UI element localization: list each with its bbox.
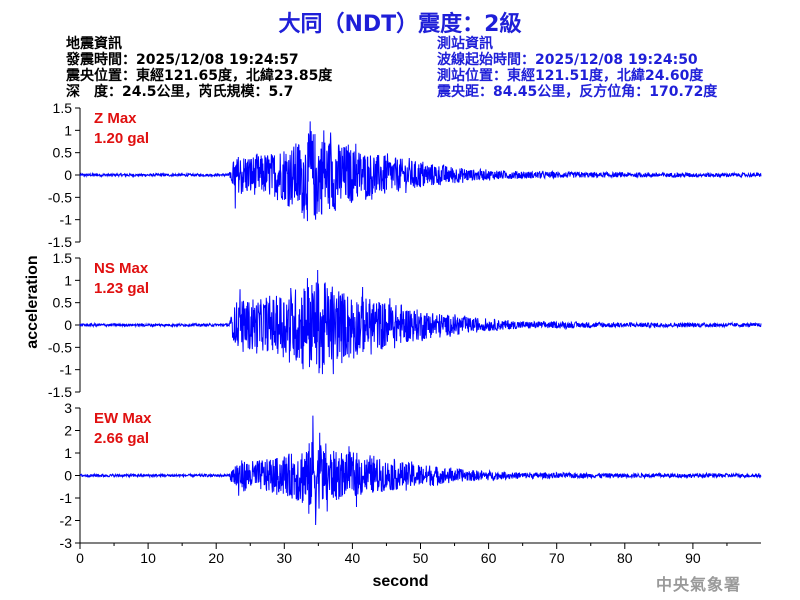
max-value-ns: 1.23 gal — [94, 280, 149, 297]
quake-info-heading: 地震資訊 — [66, 36, 122, 52]
y-tick-label: 0 — [64, 317, 72, 333]
y-tick-label: -2 — [60, 513, 73, 529]
epicentral-distance: 震央距：84.45公里，反方位角：170.72度 — [437, 84, 718, 100]
depth-magnitude: 深 度：24.5公里，芮氏規模：5.7 — [66, 84, 294, 100]
y-axis-title: acceleration — [24, 255, 41, 348]
max-value-ew: 2.66 gal — [94, 430, 149, 447]
station-info-block: 測站資訊 波線起始時間：2025/12/08 19:24:50 測站位置：東經1… — [437, 36, 717, 100]
x-tick-label: 50 — [413, 550, 429, 566]
y-tick-label: 0 — [64, 167, 72, 183]
y-tick-label: -1 — [60, 362, 73, 378]
x-tick-label: 60 — [481, 550, 497, 566]
x-axis-title: second — [372, 573, 428, 590]
station-location: 測站位置：東經121.51度，北緯24.60度 — [437, 68, 704, 84]
y-tick-label: 1.5 — [53, 100, 73, 116]
x-tick-label: 20 — [208, 550, 224, 566]
y-tick-label: 1 — [64, 122, 72, 138]
panel-ew: -3 -2 -1 0 1 2 3 EW Max 2.66 gal — [60, 400, 762, 551]
x-tick-label: 70 — [549, 550, 565, 566]
y-tick-label: -1.5 — [48, 384, 72, 400]
max-label-ns: NS Max — [94, 260, 149, 277]
y-tick-label: 1 — [64, 445, 72, 461]
page-title: 大同（NDT）震度：2級 — [278, 12, 522, 37]
x-tick-label: 80 — [617, 550, 633, 566]
agency-watermark: 中央氣象署 — [656, 575, 742, 594]
y-tick-label: -1 — [60, 212, 73, 228]
y-tick-label: 2 — [64, 423, 72, 439]
x-tick-label: 10 — [140, 550, 156, 566]
panel-ns: -1.5 -1 -0.5 0 0.5 1 1.5 NS Max 1.23 gal — [48, 250, 762, 400]
y-tick-label: -1.5 — [48, 234, 72, 250]
max-value-z: 1.20 gal — [94, 130, 149, 147]
x-tick-label: 30 — [277, 550, 293, 566]
y-tick-label: 0.5 — [53, 145, 73, 161]
y-tick-label: -0.5 — [48, 189, 72, 205]
max-label-ew: EW Max — [94, 410, 152, 427]
waveform-trace-z — [79, 121, 762, 222]
quake-info-block: 地震資訊 發震時間：2025/12/08 19:24:57 震央位置：東經121… — [66, 36, 332, 100]
y-tick-label: 0 — [64, 468, 72, 484]
epicenter-location: 震央位置：東經121.65度，北緯23.85度 — [66, 68, 333, 84]
panel-z: -1.5 -1 -0.5 0 0.5 1 1.5 Z Max 1.20 gal — [48, 100, 762, 250]
y-tick-label: 0.5 — [53, 295, 73, 311]
wave-start-time: 波線起始時間：2025/12/08 19:24:50 — [437, 52, 698, 68]
y-tick-label: -1 — [60, 490, 73, 506]
y-tick-label: 1 — [64, 272, 72, 288]
y-tick-label: -3 — [60, 535, 73, 551]
max-label-z: Z Max — [94, 110, 137, 127]
station-info-heading: 測站資訊 — [437, 36, 493, 52]
waveform-trace-ew — [79, 415, 762, 526]
origin-time: 發震時間：2025/12/08 19:24:57 — [66, 52, 299, 68]
y-tick-label: -0.5 — [48, 339, 72, 355]
x-tick-label: 90 — [685, 550, 701, 566]
x-tick-label: 40 — [345, 550, 361, 566]
waveform-trace-ns — [79, 270, 762, 375]
y-tick-label: 1.5 — [53, 250, 73, 266]
y-tick-label: 3 — [64, 400, 72, 416]
x-tick-label: 0 — [76, 550, 84, 566]
